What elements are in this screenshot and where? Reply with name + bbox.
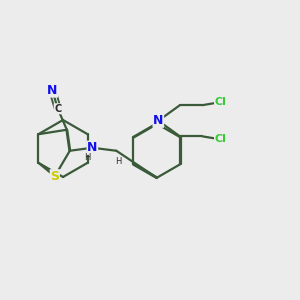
- Text: S: S: [50, 170, 59, 183]
- Text: H: H: [84, 153, 90, 162]
- Text: C: C: [54, 104, 61, 114]
- Text: N: N: [47, 84, 58, 97]
- Text: N: N: [153, 114, 164, 127]
- Text: Cl: Cl: [214, 134, 226, 144]
- Text: N: N: [87, 141, 98, 154]
- Text: H: H: [115, 157, 121, 166]
- Text: Cl: Cl: [214, 97, 226, 107]
